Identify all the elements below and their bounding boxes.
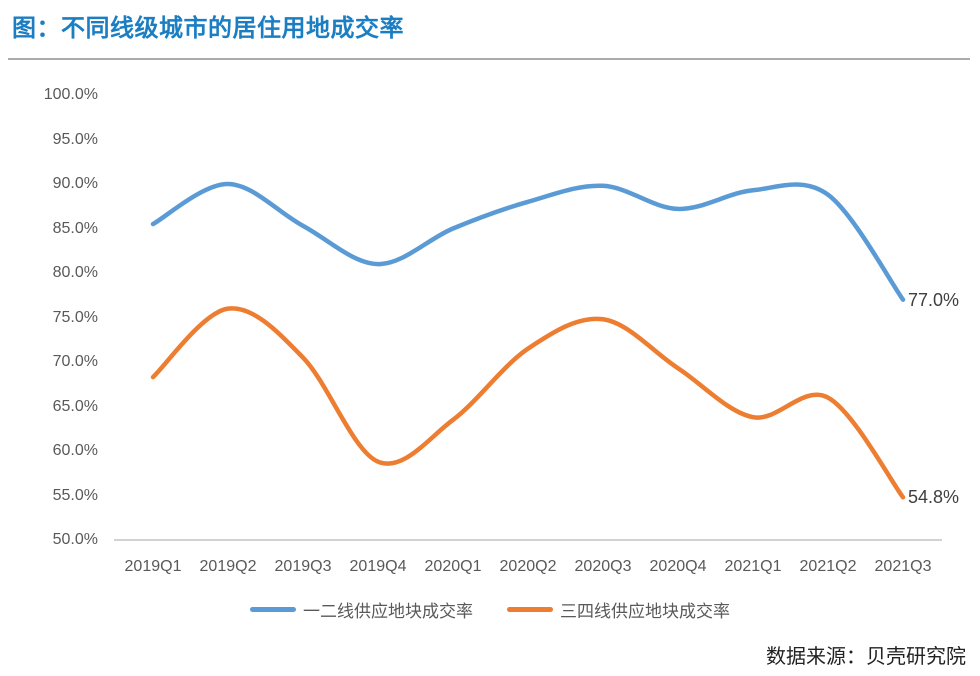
series-line-tier1-2[interactable] <box>150 181 906 302</box>
legend-line-swatch-blue <box>250 607 296 612</box>
y-tick-label: 90.0% <box>52 175 98 192</box>
x-tick-label: 2019Q2 <box>199 558 257 575</box>
x-tick-label: 2021Q1 <box>724 558 782 575</box>
series-line-tier3-4[interactable] <box>150 306 906 500</box>
x-tick-label: 2020Q1 <box>424 558 482 575</box>
data-source-note: 数据来源：贝壳研究院 <box>766 646 966 668</box>
y-tick-label: 65.0% <box>52 397 98 415</box>
y-tick-label: 70.0% <box>52 353 98 370</box>
x-tick-label: 2021Q3 <box>874 558 932 575</box>
title-divider <box>8 58 970 60</box>
legend-item-tier1-2[interactable]: 一二线供应地块成交率 <box>250 597 473 622</box>
legend-item-tier3-4[interactable]: 三四线供应地块成交率 <box>507 597 730 622</box>
x-tick-label: 2021Q2 <box>799 558 857 575</box>
y-tick-label: 55.0% <box>52 486 98 504</box>
x-tick-label: 2019Q3 <box>274 558 332 575</box>
y-tick-label: 50.0% <box>52 531 98 548</box>
legend-label-tier3-4: 三四线供应地块成交率 <box>560 602 730 621</box>
y-tick-label: 75.0% <box>52 308 98 326</box>
chart-title: 图：不同线级城市的居住用地成交率 <box>12 15 404 42</box>
series-end-label-tier1-2: 77.0% <box>908 289 960 310</box>
chart-legend: 一二线供应地块成交率 三四线供应地块成交率 <box>0 597 980 622</box>
y-tick-label: 85.0% <box>52 219 98 237</box>
x-tick-label: 2019Q4 <box>349 558 407 575</box>
x-tick-label: 2020Q3 <box>574 558 632 575</box>
y-tick-label: 100.0% <box>43 86 98 103</box>
x-tick-label: 2020Q4 <box>649 558 707 575</box>
y-tick-label: 60.0% <box>52 442 98 459</box>
y-tick-label: 80.0% <box>52 264 98 281</box>
x-tick-label: 2019Q1 <box>124 558 182 575</box>
legend-line-swatch-orange <box>507 607 553 612</box>
series-end-label-tier3-4: 54.8% <box>908 487 960 508</box>
legend-label-tier1-2: 一二线供应地块成交率 <box>303 602 473 621</box>
x-tick-label: 2020Q2 <box>499 558 557 575</box>
y-tick-label: 95.0% <box>52 130 98 148</box>
